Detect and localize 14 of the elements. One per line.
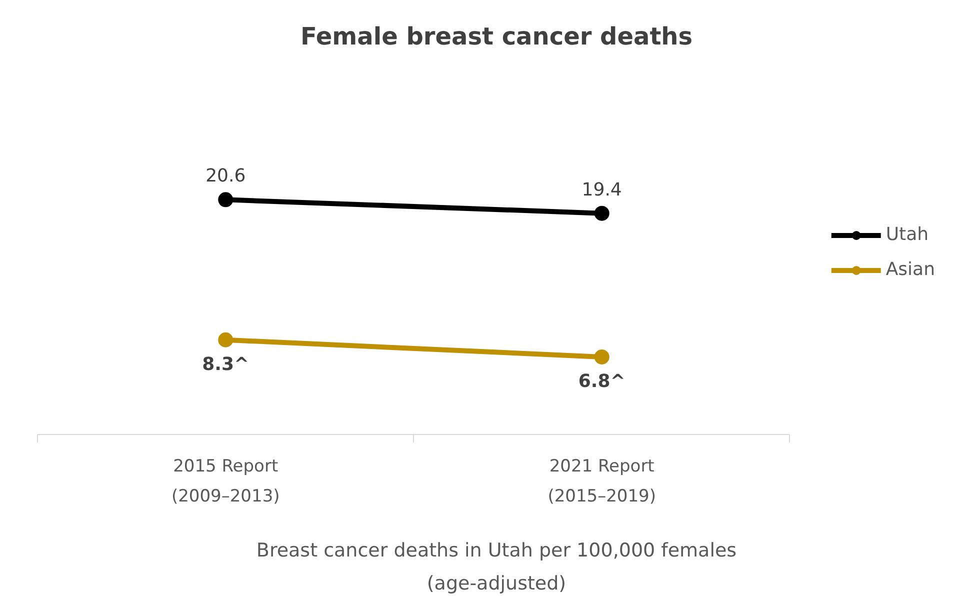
legend-label: Utah bbox=[886, 224, 929, 245]
point bbox=[218, 192, 234, 208]
legend-label: Asian bbox=[886, 259, 935, 280]
data-label: 6.8^ bbox=[578, 370, 626, 392]
x-tick-label: 2015 Report (2009–2013) bbox=[171, 456, 280, 506]
data-label: 19.4 bbox=[582, 179, 622, 200]
chart-title: Female breast cancer deaths bbox=[300, 22, 693, 50]
point bbox=[594, 206, 610, 221]
x-tick-label: 2021 Report (2015–2019) bbox=[548, 456, 656, 506]
point bbox=[218, 332, 234, 348]
x-axis-title: Breast cancer deaths in Utah per 100,000 females (age-adjusted) bbox=[256, 540, 737, 594]
data-label: 20.6 bbox=[206, 166, 246, 187]
data-label: 8.3^ bbox=[202, 354, 250, 375]
point bbox=[594, 349, 610, 364]
